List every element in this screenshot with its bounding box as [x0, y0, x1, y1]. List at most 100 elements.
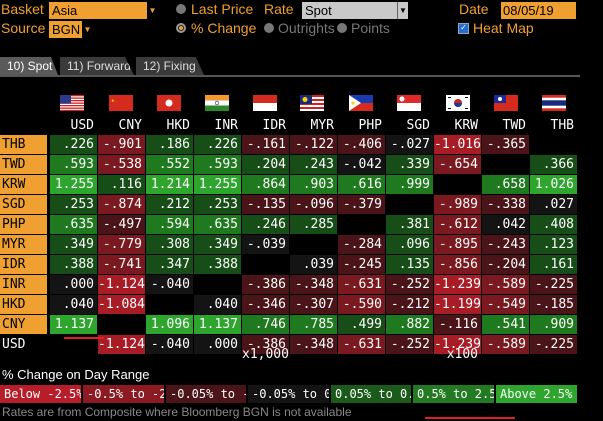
tab-spot[interactable]: 10) Spot [0, 57, 58, 75]
cell-krw-krw[interactable] [434, 175, 481, 194]
cell-php-inr[interactable]: .635 [194, 215, 241, 234]
row-label-idr[interactable]: IDR [0, 255, 47, 274]
points-radio[interactable] [337, 23, 347, 33]
cell-idr-myr[interactable]: .039 [290, 255, 337, 274]
column-header-idr[interactable]: IDR [262, 118, 286, 133]
cell-usd-sgd[interactable]: -.252 [386, 335, 433, 354]
cell-krw-myr[interactable]: .903 [290, 175, 337, 194]
cell-krw-thb[interactable]: 1.026 [530, 175, 577, 194]
source-dropdown[interactable]: BGN ▼ [49, 21, 93, 38]
cell-sgd-inr[interactable]: .253 [194, 195, 241, 214]
cell-thb-sgd[interactable]: -.027 [386, 135, 433, 154]
cell-krw-idr[interactable]: .864 [242, 175, 289, 194]
cell-thb-php[interactable]: -.406 [338, 135, 385, 154]
cell-usd-usd[interactable] [50, 335, 97, 354]
pct-change-radio[interactable] [176, 23, 186, 33]
cell-twd-myr[interactable]: .243 [290, 155, 337, 174]
column-header-krw[interactable]: KRW [454, 118, 478, 133]
cell-cny-sgd[interactable]: .882 [386, 315, 433, 334]
cell-hkd-thb[interactable]: -.185 [530, 295, 577, 314]
tab-fixing[interactable]: 12) Fixing [136, 57, 204, 75]
cell-usd-cny[interactable]: -1.124 [98, 335, 145, 354]
column-header-php[interactable]: PHP [358, 118, 382, 133]
last-price-radio[interactable] [176, 4, 186, 14]
cell-inr-hkd[interactable]: -.040 [146, 275, 193, 294]
cell-php-php[interactable] [338, 215, 385, 234]
cell-usd-krw[interactable]: -1.239 [434, 335, 481, 354]
last-price-label[interactable]: Last Price [191, 1, 254, 17]
cell-cny-thb[interactable]: .909 [530, 315, 577, 334]
cell-inr-myr[interactable]: -.348 [290, 275, 337, 294]
column-header-twd[interactable]: TWD [502, 118, 526, 133]
cell-idr-cny[interactable]: -.741 [98, 255, 145, 274]
cell-inr-krw[interactable]: -1.239 [434, 275, 481, 294]
column-header-inr[interactable]: INR [214, 118, 238, 133]
cell-sgd-myr[interactable]: -.096 [290, 195, 337, 214]
cell-hkd-twd[interactable]: -.549 [482, 295, 529, 314]
cell-twd-hkd[interactable]: .552 [146, 155, 193, 174]
cell-cny-twd[interactable]: .541 [482, 315, 529, 334]
row-label-sgd[interactable]: SGD [0, 195, 47, 214]
cell-idr-hkd[interactable]: .347 [146, 255, 193, 274]
cell-inr-cny[interactable]: -1.124 [98, 275, 145, 294]
row-label-hkd[interactable]: HKD [0, 295, 47, 314]
cell-thb-inr[interactable]: .226 [194, 135, 241, 154]
row-label-cny[interactable]: CNY [0, 315, 47, 334]
cell-myr-usd[interactable]: .349 [50, 235, 97, 254]
cell-idr-twd[interactable]: -.204 [482, 255, 529, 274]
cell-sgd-twd[interactable]: -.338 [482, 195, 529, 214]
cell-inr-usd[interactable]: .000 [50, 275, 97, 294]
cell-sgd-cny[interactable]: -.874 [98, 195, 145, 214]
cell-twd-idr[interactable]: .204 [242, 155, 289, 174]
cell-thb-myr[interactable]: -.122 [290, 135, 337, 154]
cell-idr-php[interactable]: -.245 [338, 255, 385, 274]
cell-twd-php[interactable]: -.042 [338, 155, 385, 174]
cell-inr-twd[interactable]: -.589 [482, 275, 529, 294]
cell-cny-idr[interactable]: .746 [242, 315, 289, 334]
cell-hkd-hkd[interactable] [146, 295, 193, 314]
cell-cny-inr[interactable]: 1.137 [194, 315, 241, 334]
cell-php-idr[interactable]: .246 [242, 215, 289, 234]
cell-php-sgd[interactable]: .381 [386, 215, 433, 234]
cell-hkd-idr[interactable]: -.346 [242, 295, 289, 314]
rate-dropdown[interactable]: Spot ▼ [302, 2, 408, 19]
row-label-myr[interactable]: MYR [0, 235, 47, 254]
column-header-myr[interactable]: MYR [310, 118, 334, 133]
cell-sgd-idr[interactable]: -.135 [242, 195, 289, 214]
cell-idr-usd[interactable]: .388 [50, 255, 97, 274]
cell-hkd-krw[interactable]: -1.199 [434, 295, 481, 314]
cell-sgd-php[interactable]: -.379 [338, 195, 385, 214]
cell-twd-sgd[interactable]: .339 [386, 155, 433, 174]
cell-idr-inr[interactable]: .388 [194, 255, 241, 274]
cell-thb-usd[interactable]: .226 [50, 135, 97, 154]
cell-myr-krw[interactable]: -.895 [434, 235, 481, 254]
cell-myr-sgd[interactable]: .096 [386, 235, 433, 254]
cell-usd-idr[interactable]: -.386 [242, 335, 289, 354]
cell-sgd-usd[interactable]: .253 [50, 195, 97, 214]
points-label[interactable]: Points [351, 20, 390, 36]
cell-inr-inr[interactable] [194, 275, 241, 294]
outrights-radio[interactable] [264, 23, 274, 33]
cell-idr-krw[interactable]: -.856 [434, 255, 481, 274]
cell-myr-hkd[interactable]: .308 [146, 235, 193, 254]
cell-cny-hkd[interactable]: 1.096 [146, 315, 193, 334]
heat-map-checkbox[interactable]: ✓ [458, 23, 469, 34]
cell-hkd-cny[interactable]: -1.084 [98, 295, 145, 314]
row-label-inr[interactable]: INR [0, 275, 47, 294]
cell-thb-thb[interactable] [530, 135, 577, 154]
cell-usd-hkd[interactable]: -.040 [146, 335, 193, 354]
cell-twd-thb[interactable]: .366 [530, 155, 577, 174]
cell-php-hkd[interactable]: .594 [146, 215, 193, 234]
cell-usd-twd[interactable]: -.589 [482, 335, 529, 354]
cell-cny-krw[interactable]: -.116 [434, 315, 481, 334]
cell-krw-hkd[interactable]: 1.214 [146, 175, 193, 194]
cell-hkd-sgd[interactable]: -.212 [386, 295, 433, 314]
cell-cny-myr[interactable]: .785 [290, 315, 337, 334]
cell-twd-usd[interactable]: .593 [50, 155, 97, 174]
cell-krw-usd[interactable]: 1.255 [50, 175, 97, 194]
cell-thb-idr[interactable]: -.161 [242, 135, 289, 154]
cell-php-krw[interactable]: -.612 [434, 215, 481, 234]
cell-sgd-sgd[interactable] [386, 195, 433, 214]
cell-php-thb[interactable]: .408 [530, 215, 577, 234]
cell-usd-php[interactable]: -.631 [338, 335, 385, 354]
